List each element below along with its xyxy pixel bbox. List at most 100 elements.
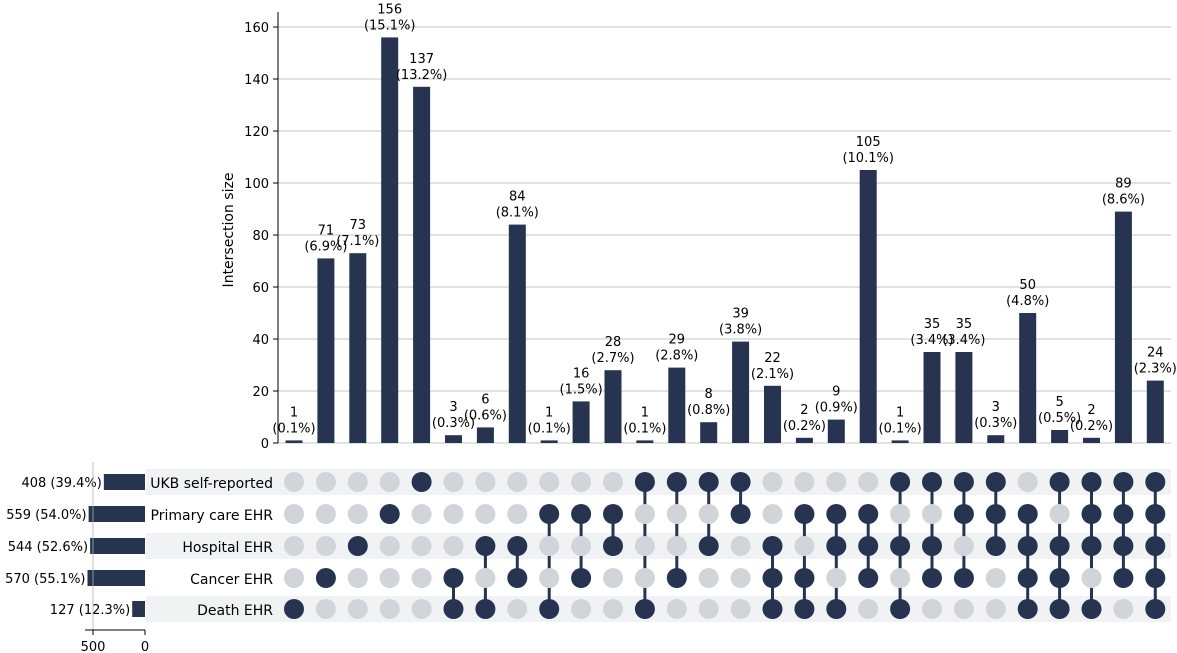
set-name-labels: UKB self-reported Primary care EHR Hospita… [150, 476, 273, 619]
bar-count-label: 8 [705, 387, 713, 402]
matrix-dot-inactive [985, 599, 1006, 619]
matrix-dot-inactive [666, 504, 687, 524]
matrix-dot-active [890, 472, 911, 492]
matrix-dot-inactive [634, 568, 655, 588]
matrix-dot-active [1049, 568, 1070, 588]
matrix-dot-active [1049, 472, 1070, 492]
bar-count-label: 1 [545, 405, 553, 420]
matrix-dot-active [922, 568, 942, 588]
matrix-dot-active [315, 568, 336, 588]
matrix-dot-inactive [603, 568, 623, 588]
matrix-dot-inactive [890, 504, 911, 524]
set-name: Primary care EHR [151, 508, 274, 524]
matrix-dot-inactive [443, 504, 464, 524]
matrix-column [1145, 472, 1166, 619]
bar-percent-label: (1.5%) [560, 382, 603, 397]
y-tick-label: 20 [252, 385, 269, 400]
matrix-column [411, 472, 432, 619]
matrix-dot-inactive [794, 472, 815, 492]
bar-percent-label: (0.1%) [272, 421, 315, 436]
set-size-bar [132, 601, 145, 617]
matrix-dot-inactive [1081, 568, 1102, 588]
matrix-column [507, 472, 528, 619]
matrix-dot-inactive [347, 472, 368, 492]
bar-count-label: 35 [924, 317, 941, 332]
intersection-bar [859, 170, 877, 443]
matrix-dot-inactive [315, 599, 336, 619]
matrix-dot-inactive [922, 599, 942, 619]
matrix-dot-active [826, 599, 847, 619]
matrix-dot-inactive [507, 504, 528, 524]
bar-count-label: 2 [1087, 403, 1095, 418]
bar-count-label: 28 [605, 335, 622, 350]
matrix-dot-inactive [284, 472, 304, 492]
matrix-dot-active [890, 599, 911, 619]
intersection-bar [285, 440, 303, 443]
matrix-column [539, 472, 560, 619]
bar-percent-label: (8.1%) [496, 206, 539, 221]
matrix-dot-active [794, 599, 815, 619]
matrix-dot-active [1017, 504, 1038, 524]
intersection-bar [413, 86, 431, 444]
bar-percent-label: (0.3%) [974, 416, 1017, 431]
matrix-dot-active [1017, 568, 1038, 588]
matrix-dot-inactive [284, 504, 304, 524]
matrix-dot-inactive [603, 472, 623, 492]
matrix-dot-active [730, 504, 751, 524]
bar-percent-label: (0.2%) [1070, 419, 1113, 434]
bar-percent-label: (0.9%) [815, 401, 858, 416]
matrix-dot-active [985, 472, 1006, 492]
matrix-dot-inactive [1049, 504, 1070, 524]
matrix-dot-active [443, 599, 464, 619]
matrix-dot-inactive [379, 599, 400, 619]
bar-count-label: 6 [481, 392, 489, 407]
bar-count-label: 89 [1115, 177, 1132, 192]
y-tick-label: 60 [252, 281, 269, 296]
matrix-column [1017, 472, 1038, 619]
bar-count-label: 137 [409, 52, 434, 67]
bar-count-label: 3 [992, 400, 1000, 415]
matrix-column [1113, 472, 1134, 619]
intersection-bar [827, 419, 845, 443]
set-size-axis: 500 0 [81, 462, 149, 653]
matrix-dot-active [1017, 599, 1038, 619]
matrix-dot-inactive [1113, 599, 1134, 619]
matrix-dot-inactive [985, 568, 1006, 588]
matrix-dot-inactive [858, 472, 879, 492]
bar-count-label: 156 [377, 2, 402, 17]
bar-count-label: 35 [956, 317, 973, 332]
matrix-dot-active [1145, 504, 1166, 524]
matrix-dot-inactive [411, 504, 432, 524]
matrix-dot-inactive [475, 472, 496, 492]
matrix-dot-inactive [539, 472, 560, 492]
matrix-dot-active [1113, 472, 1134, 492]
matrix-dot-active [762, 536, 783, 556]
bar-percent-label: (7.1%) [336, 234, 379, 249]
matrix-dot-inactive [507, 599, 528, 619]
set-size-bar [103, 474, 145, 490]
matrix-dot-inactive [411, 599, 432, 619]
matrix-dot-active [858, 568, 879, 588]
matrix-dot-active [539, 599, 560, 619]
bar-count-label: 105 [856, 135, 881, 150]
matrix-dot-active [666, 568, 687, 588]
matrix-column [379, 472, 400, 619]
matrix-dot-active [634, 599, 655, 619]
set-name: UKB self-reported [150, 476, 273, 492]
bar-percent-label: (0.5%) [1038, 411, 1081, 426]
bar-percent-label: (3.4%) [910, 333, 953, 348]
matrix-dot-active [443, 568, 464, 588]
matrix-dot-inactive [826, 568, 847, 588]
matrix-dot-active [507, 536, 528, 556]
matrix-dot-inactive [379, 536, 400, 556]
set-size-bar [87, 570, 145, 586]
bar-count-label: 16 [573, 366, 590, 381]
matrix-dot-inactive [826, 472, 847, 492]
matrix-dot-active [1081, 536, 1102, 556]
intersection-bar [764, 385, 781, 443]
matrix-dot-active [1017, 536, 1038, 556]
matrix-column [985, 472, 1006, 619]
matrix-column [890, 472, 911, 619]
matrix-dot-inactive [858, 599, 879, 619]
